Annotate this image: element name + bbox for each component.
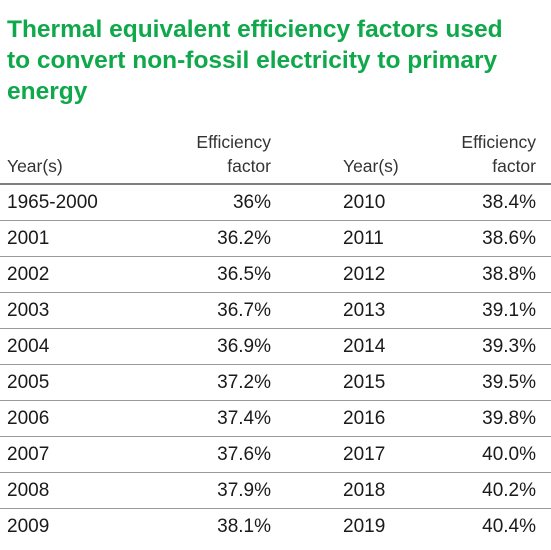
year-right-cell: 2017 [343, 444, 386, 465]
table-row: 2003 36.7% 2013 39.1% [0, 293, 551, 329]
factor-right-cell: 39.3% [482, 336, 536, 357]
header-efficiency-left-line2: factor [227, 156, 271, 176]
year-left-cell: 2003 [7, 300, 50, 321]
factor-right-cell: 40.0% [482, 444, 536, 465]
factor-right-cell: 40.2% [482, 480, 536, 501]
year-left-cell: 2006 [7, 408, 50, 429]
factor-left-cell: 37.9% [217, 480, 271, 501]
year-right-cell: 2011 [343, 228, 384, 249]
year-left-cell: 1965-2000 [7, 192, 98, 213]
year-right-cell: 2016 [343, 408, 386, 429]
table-row: 2005 37.2% 2015 39.5% [0, 365, 551, 401]
factor-right-cell: 39.8% [482, 408, 536, 429]
header-efficiency-left-line1: Efficiency [196, 132, 271, 152]
year-left-cell: 2002 [7, 264, 50, 285]
factor-right-cell: 40.4% [482, 516, 536, 537]
year-left-cell: 2007 [7, 444, 50, 465]
year-left-cell: 2001 [7, 228, 50, 249]
factor-left-cell: 36.7% [217, 300, 271, 321]
table-row: 1965-2000 36% 2010 38.4% [0, 185, 551, 221]
year-left-cell: 2008 [7, 480, 50, 501]
page-title: Thermal equivalent efficiency factors us… [7, 16, 503, 105]
year-left-cell: 2005 [7, 372, 50, 393]
table-header: Year(s) Efficiency factor Year(s) Effici… [0, 125, 551, 185]
header-year-left: Year(s) [7, 156, 63, 176]
header-efficiency-right-line1: Efficiency [461, 132, 536, 152]
factor-right-cell: 39.5% [482, 372, 536, 393]
factor-left-cell: 36.5% [217, 264, 271, 285]
header-year-right: Year(s) [343, 156, 399, 176]
table-row: 2002 36.5% 2012 38.8% [0, 257, 551, 293]
factor-left-cell: 36.9% [217, 336, 271, 357]
year-left-cell: 2004 [7, 336, 50, 357]
year-right-cell: 2012 [343, 264, 386, 285]
table-row: 2009 38.1% 2019 40.4% [0, 509, 551, 544]
year-left-cell: 2009 [7, 516, 50, 537]
table-row: 2001 36.2% 2011 38.6% [0, 221, 551, 257]
factor-left-cell: 37.6% [217, 444, 271, 465]
table-row: 2004 36.9% 2014 39.3% [0, 329, 551, 365]
year-right-cell: 2010 [343, 192, 386, 213]
table-row: 2007 37.6% 2017 40.0% [0, 437, 551, 473]
factor-right-cell: 38.4% [482, 192, 536, 213]
year-right-cell: 2015 [343, 372, 386, 393]
year-right-cell: 2019 [343, 516, 386, 537]
efficiency-table: Year(s) Efficiency factor Year(s) Effici… [0, 125, 551, 544]
header-efficiency-right-line2: factor [492, 156, 536, 176]
year-right-cell: 2013 [343, 300, 386, 321]
year-right-cell: 2014 [343, 336, 386, 357]
factor-left-cell: 36% [232, 192, 271, 213]
factor-left-cell: 36.2% [217, 228, 271, 249]
factor-right-cell: 38.6% [482, 228, 536, 249]
factor-right-cell: 38.8% [482, 264, 536, 285]
factor-left-cell: 38.1% [217, 516, 271, 537]
factor-left-cell: 37.4% [217, 408, 271, 429]
year-right-cell: 2018 [343, 480, 386, 501]
table-row: 2006 37.4% 2016 39.8% [0, 401, 551, 437]
table-row: 2008 37.9% 2018 40.2% [0, 473, 551, 509]
factor-right-cell: 39.1% [482, 300, 536, 321]
factor-left-cell: 37.2% [217, 372, 271, 393]
